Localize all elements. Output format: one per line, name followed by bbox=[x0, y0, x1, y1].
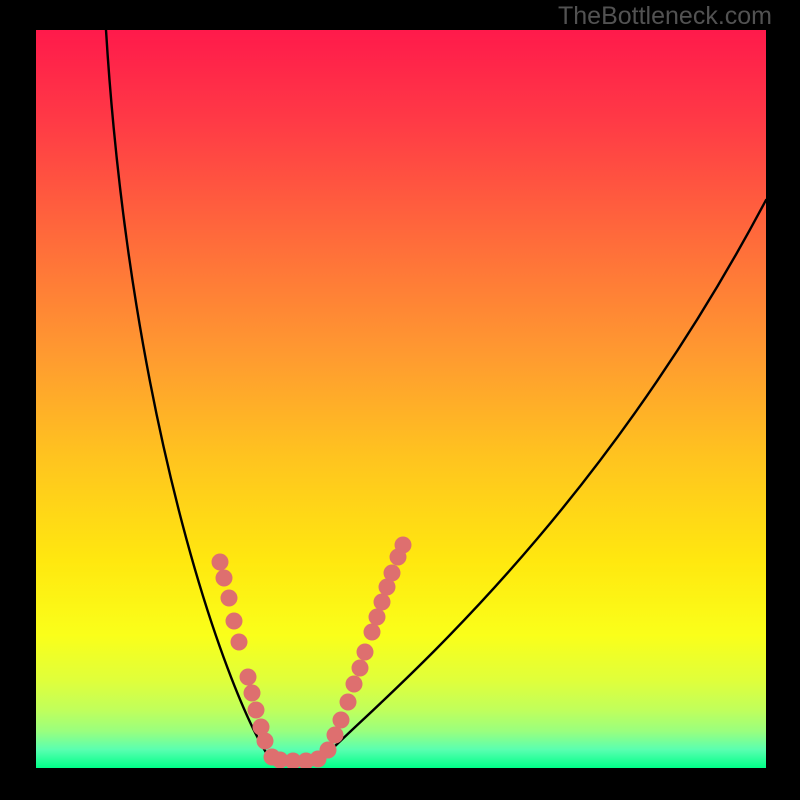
data-marker bbox=[216, 570, 233, 587]
data-marker bbox=[395, 537, 412, 554]
data-marker bbox=[364, 624, 381, 641]
data-marker bbox=[357, 644, 374, 661]
plot-area bbox=[36, 30, 766, 768]
data-marker bbox=[374, 594, 391, 611]
data-markers bbox=[212, 537, 412, 769]
data-marker bbox=[240, 669, 257, 686]
data-marker bbox=[231, 634, 248, 651]
data-marker bbox=[327, 727, 344, 744]
data-marker bbox=[226, 613, 243, 630]
data-marker bbox=[333, 712, 350, 729]
watermark-text: TheBottleneck.com bbox=[558, 2, 772, 31]
data-marker bbox=[244, 685, 261, 702]
data-marker bbox=[248, 702, 265, 719]
data-marker bbox=[320, 742, 337, 759]
data-marker bbox=[212, 554, 229, 571]
data-marker bbox=[257, 733, 274, 750]
data-marker bbox=[352, 660, 369, 677]
data-marker bbox=[340, 694, 357, 711]
data-marker bbox=[346, 676, 363, 693]
curve-layer bbox=[36, 30, 766, 768]
data-marker bbox=[369, 609, 386, 626]
data-marker bbox=[384, 565, 401, 582]
data-marker bbox=[221, 590, 238, 607]
bottleneck-curve bbox=[106, 30, 766, 762]
